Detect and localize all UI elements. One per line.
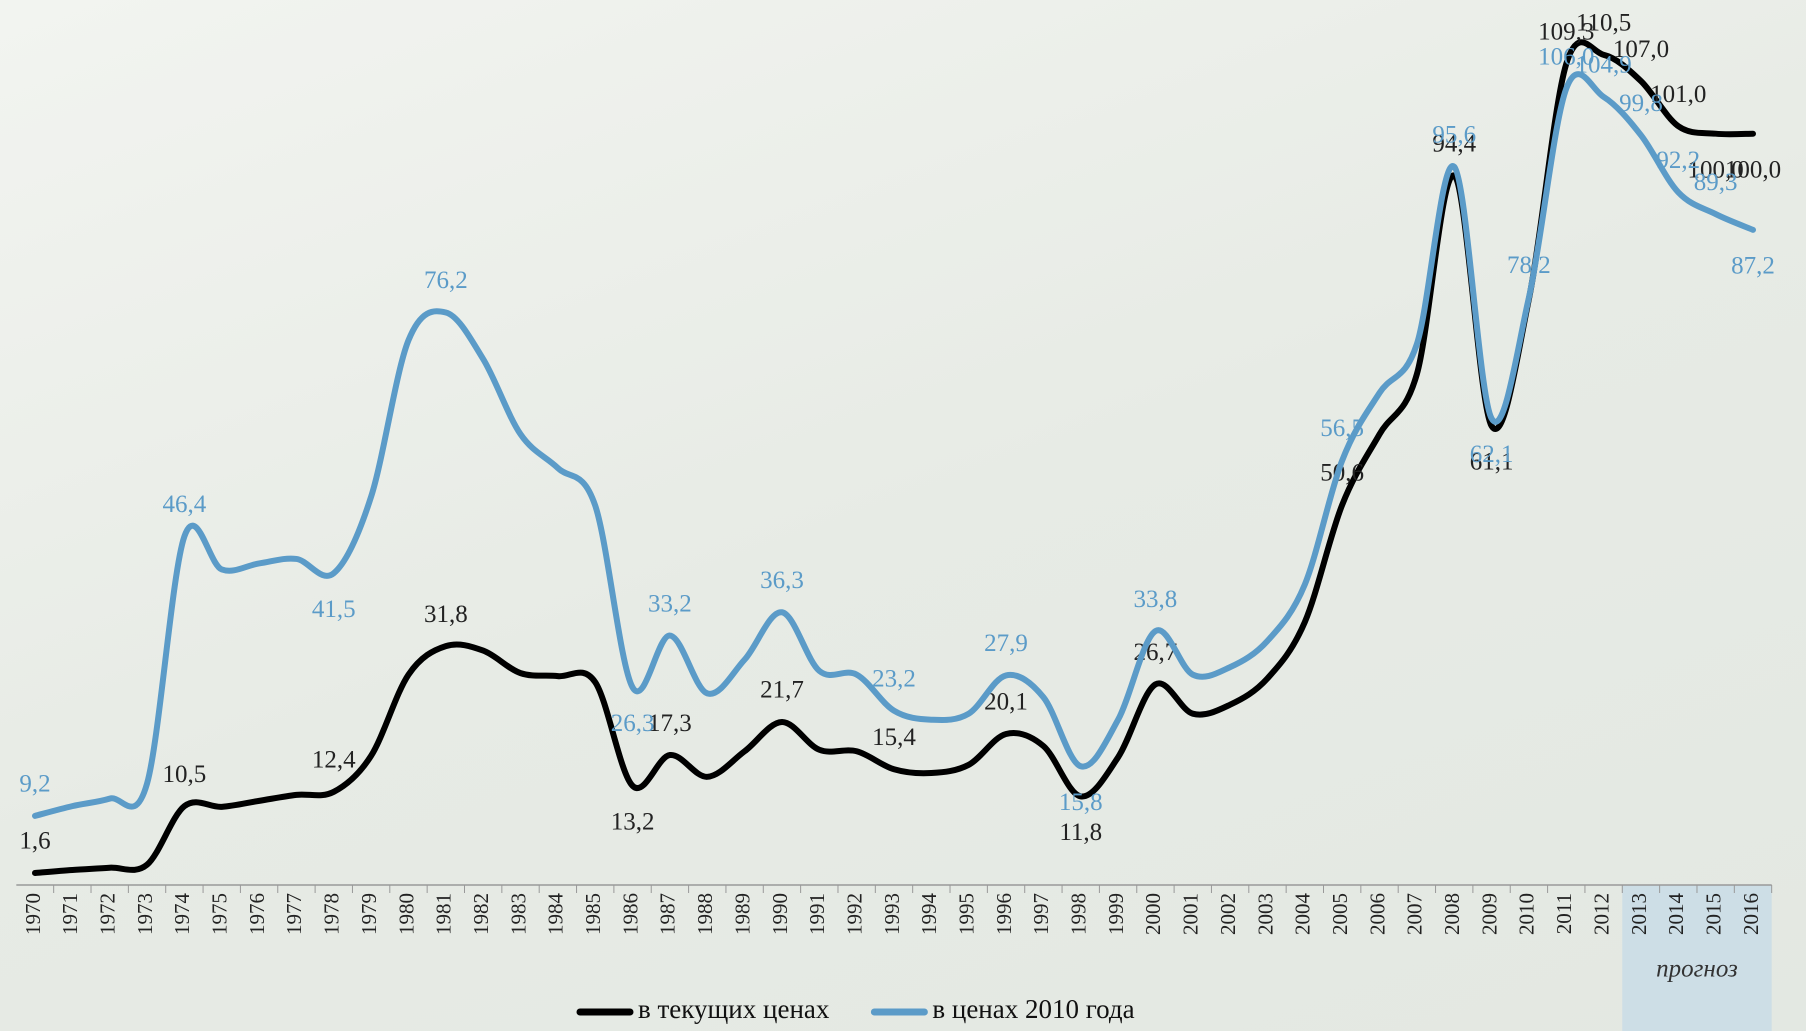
x-tick-label: 1974 bbox=[170, 893, 194, 936]
x-tick-label: 1998 bbox=[1067, 893, 1091, 935]
x-tick-label: 2005 bbox=[1328, 893, 1352, 935]
data-label: 76,2 bbox=[424, 267, 468, 294]
x-tick-label: 1981 bbox=[432, 893, 456, 935]
data-label: 1,6 bbox=[19, 828, 50, 855]
data-label: 92,2 bbox=[1656, 147, 1700, 174]
x-tick-label: 1979 bbox=[357, 893, 381, 935]
x-tick-label: 2016 bbox=[1739, 893, 1763, 935]
x-tick-label: 2000 bbox=[1141, 893, 1165, 935]
data-label: 94,4 bbox=[1432, 131, 1476, 158]
x-tick-label: 2006 bbox=[1365, 893, 1389, 935]
x-tick-label: 1970 bbox=[21, 893, 45, 935]
data-label: 20,1 bbox=[984, 689, 1028, 716]
data-label: 104,9 bbox=[1575, 52, 1631, 79]
x-tick-label: 1997 bbox=[1029, 893, 1053, 935]
x-tick-label: 1973 bbox=[133, 893, 157, 935]
data-label: 61,1 bbox=[1470, 449, 1514, 476]
data-label: 100,0 bbox=[1725, 156, 1781, 183]
x-tick-label: 1992 bbox=[842, 893, 866, 935]
x-tick-label: 1995 bbox=[955, 893, 979, 935]
x-tick-label: 1993 bbox=[880, 893, 904, 935]
data-label: 87,2 bbox=[1731, 253, 1775, 280]
x-tick-label: 2008 bbox=[1440, 893, 1464, 935]
data-label: 10,5 bbox=[163, 761, 207, 788]
x-tick-label: 1996 bbox=[992, 893, 1016, 935]
data-label: 109,3 bbox=[1538, 19, 1594, 46]
x-tick-label: 1989 bbox=[730, 893, 754, 935]
x-tick-label: 1990 bbox=[768, 893, 792, 935]
data-label: 36,3 bbox=[760, 567, 804, 594]
data-label: 13,2 bbox=[611, 809, 655, 836]
x-tick-label: 1986 bbox=[618, 893, 642, 935]
data-label: 41,5 bbox=[312, 596, 356, 623]
x-tick-label: 1971 bbox=[58, 893, 82, 935]
x-tick-label: 1983 bbox=[506, 893, 530, 935]
x-tick-label: 1984 bbox=[544, 893, 568, 936]
x-tick-label: 1999 bbox=[1104, 893, 1128, 935]
x-tick-label: 1982 bbox=[469, 893, 493, 935]
data-label: 11,8 bbox=[1059, 819, 1102, 846]
legend-label: в ценах 2010 года bbox=[932, 994, 1134, 1024]
forecast-label: прогноз bbox=[1656, 956, 1738, 983]
x-tick-label: 2007 bbox=[1403, 893, 1427, 935]
data-label: 33,8 bbox=[1134, 586, 1178, 613]
x-tick-label: 2001 bbox=[1179, 893, 1203, 935]
data-label: 31,8 bbox=[424, 601, 468, 628]
x-tick-label: 1976 bbox=[245, 893, 269, 935]
x-tick-label: 2012 bbox=[1589, 893, 1613, 935]
data-label: 26,3 bbox=[611, 710, 655, 737]
data-label: 100,0 bbox=[1688, 156, 1744, 183]
x-tick-label: 1988 bbox=[693, 893, 717, 935]
data-label: 17,3 bbox=[648, 710, 692, 737]
x-tick-label: 2004 bbox=[1291, 893, 1315, 936]
x-tick-label: 1991 bbox=[805, 893, 829, 935]
x-tick-label: 1975 bbox=[208, 893, 232, 935]
data-label: 23,2 bbox=[872, 665, 916, 692]
x-tick-label: 2002 bbox=[1216, 893, 1240, 935]
x-tick-label: 1994 bbox=[917, 893, 941, 936]
data-label: 89,3 bbox=[1694, 169, 1738, 196]
data-label: 110,5 bbox=[1576, 10, 1631, 37]
data-label: 15,8 bbox=[1059, 789, 1103, 816]
x-tick-label: 1987 bbox=[656, 893, 680, 935]
x-tick-label: 2013 bbox=[1627, 893, 1651, 935]
data-label: 33,2 bbox=[648, 590, 692, 617]
x-tick-label: 1978 bbox=[320, 893, 344, 935]
x-tick-label: 2010 bbox=[1515, 893, 1539, 935]
x-tick-label: 1972 bbox=[96, 893, 120, 935]
data-label: 12,4 bbox=[312, 747, 356, 774]
x-tick-label: 2011 bbox=[1552, 893, 1576, 934]
series-line bbox=[32, 39, 1756, 876]
data-label: 101,0 bbox=[1650, 81, 1706, 108]
data-label: 106,0 bbox=[1538, 43, 1594, 70]
x-tick-label: 1977 bbox=[282, 893, 306, 935]
data-label: 99,8 bbox=[1619, 90, 1663, 117]
data-label: 15,4 bbox=[872, 724, 916, 751]
data-label: 21,7 bbox=[760, 677, 804, 704]
legend-label: в текущих ценах bbox=[638, 994, 830, 1024]
data-label: 78,2 bbox=[1507, 252, 1551, 279]
data-label: 95,6 bbox=[1432, 121, 1476, 148]
data-label: 46,4 bbox=[163, 491, 207, 518]
data-label: 9,2 bbox=[19, 771, 50, 798]
x-tick-label: 2003 bbox=[1253, 893, 1277, 935]
series-line bbox=[32, 71, 1756, 819]
data-label: 107,0 bbox=[1613, 36, 1669, 63]
x-tick-label: 1980 bbox=[394, 893, 418, 935]
x-tick-label: 1985 bbox=[581, 893, 605, 935]
x-tick-label: 2009 bbox=[1477, 893, 1501, 935]
data-label: 27,9 bbox=[984, 630, 1028, 657]
x-tick-label: 2014 bbox=[1664, 893, 1688, 936]
x-tick-label: 2015 bbox=[1701, 893, 1725, 935]
data-label: 62,1 bbox=[1470, 441, 1514, 468]
forecast-band bbox=[1622, 885, 1772, 1031]
data-label: 56,5 bbox=[1320, 415, 1364, 442]
